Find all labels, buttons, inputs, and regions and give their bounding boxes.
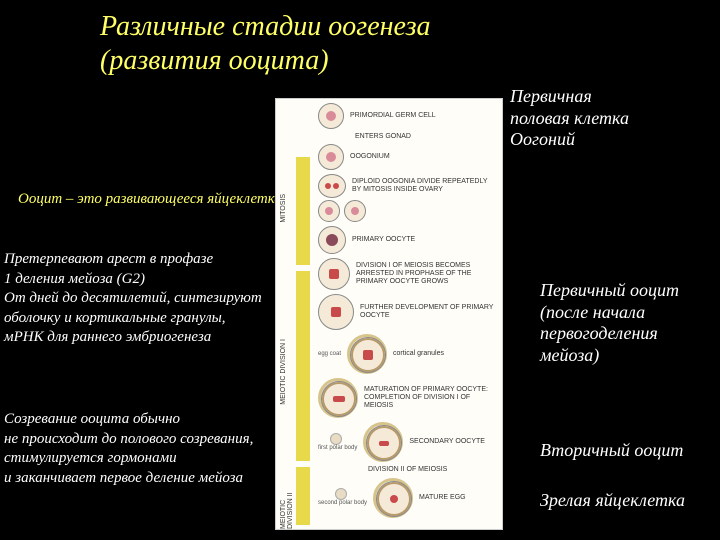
annotation-maturation: Созревание ооцита обычно не происходит д… [4,410,253,488]
page-title: Различные стадии оогенеза (развития ооци… [100,10,431,77]
cell-secondary [363,422,403,462]
nucleus-icon [390,495,398,503]
l1: Претерпевают арест в профазе [4,251,213,267]
row-dividing: DIPLOID OOGONIA DIVIDE REPEATEDLY BY MIT… [318,174,498,198]
band-mitosis-label: MITOSIS [280,194,287,223]
l3: От дней до десятилетий, синтезируют [4,290,262,306]
nucleus-icon [325,207,333,215]
lbl-secondpb: second polar body [318,500,367,507]
l5: мРНК для раннего эмбриогенеза [4,329,211,345]
lbl-further: FURTHER DEVELOPMENT OF PRIMARY OOCYTE [360,304,498,319]
row-growing: DIVISION I OF MEIOSIS BECOMES ARRESTED I… [318,258,498,290]
l1: Созревание ооцита обычно [4,411,180,427]
row-secondary: first polar body SECONDARY OOCYTE [318,422,498,462]
lbl-maturation: MATURATION OF PRIMARY OOCYTE: COMPLETION… [364,386,498,409]
label-secondary-oocyte: Вторичный ооцит [540,440,683,462]
lbl-oogonium: OOGONIUM [350,153,498,161]
lbl-div1: DIVISION I OF MEIOSIS BECOMES ARRESTED I… [356,262,498,285]
cell-mature [373,478,413,518]
cell-maturation [318,378,358,418]
first-polar-body: first polar body [318,433,357,452]
lbl-eggcoat: egg coat [318,351,341,358]
l2: не происходит до полового созревания, [4,431,253,447]
lbl-mature: MATURE EGG [419,494,498,502]
label-line2: половая клетка [510,108,629,128]
label-primary-oocyte: Первичный ооцит (после начала первогодел… [540,280,679,366]
lbl-eggcoat-side: egg coat [318,351,341,358]
nucleus-icon [326,152,336,162]
l4: мейоза) [540,345,599,365]
nucleus-icon [325,183,331,189]
polar-body-icon [335,488,347,500]
l4: и заканчивает первое деление мейоза [4,470,243,486]
title-line2: (развития ооцита) [100,45,329,76]
lbl-enters: ENTERS GONAD [268,133,498,140]
l4: оболочку и кортикальные гранулы, [4,310,226,326]
spindle-icon [333,396,345,402]
cell-oogonium [318,144,344,170]
l1: Первичный ооцит [540,280,679,300]
l3: стимулируется гормонами [4,450,177,466]
lbl-primary: PRIMARY OOCYTE [352,236,498,244]
cell-primary [318,226,346,254]
band-meiotic1-label: MEIOTIC DIVISION I [280,339,287,405]
nucleus-icon [351,207,359,215]
label-primordial-cell: Первичная половая клетка Оогоний [510,86,629,151]
band-meiotic2 [296,467,310,525]
lbl-secondary: SECONDARY OOCYTE [409,438,498,446]
label-mature-egg: Зрелая яйцеклетка [540,490,685,512]
cell-pgc [318,103,344,129]
spindle-icon [379,441,389,446]
cell-inner [350,337,386,373]
cell-dividing [318,174,346,198]
cell-inner [376,481,412,517]
nucleus-icon [363,350,373,360]
lbl-cortical: cortical granules [393,350,498,358]
cell-further [318,294,354,330]
title-line1: Различные стадии оогенеза [100,11,431,42]
row-mature: second polar body MATURE EGG [318,478,498,518]
row-pgc: PRIMORDIAL GERM CELL [318,103,498,129]
nucleus-icon [326,234,338,246]
lbl-pgc: PRIMORDIAL GERM CELL [350,112,498,120]
cell-inner [321,381,357,417]
second-polar-body: second polar body [318,488,367,507]
polar-body-icon [330,433,342,445]
row-two-daughters [318,200,498,222]
cell-column: PRIMORDIAL GERM CELL ENTERS GONAD OOGONI… [318,103,498,525]
band-meiotic1 [296,271,310,461]
cell-daughter [318,200,340,222]
label-line3: Оогоний [510,129,575,149]
row-further: FURTHER DEVELOPMENT OF PRIMARY OOCYTE [318,294,498,330]
oocyte-definition: Ооцит – это развивающееся яйцеклетка [18,190,282,210]
l2: 1 деления мейоза (G2) [4,271,145,287]
nucleus-icon [333,183,339,189]
l3: первогоделения [540,323,658,343]
annotation-arrest-prophase: Претерпевают арест в профазе 1 деления м… [4,250,262,348]
band-meiotic2-label: MEIOTIC DIVISION II [280,474,294,529]
nucleus-icon [326,111,336,121]
cell-daughter [344,200,366,222]
row-maturation: MATURATION OF PRIMARY OOCYTE: COMPLETION… [318,378,498,418]
row-oogonium: OOGONIUM [318,144,498,170]
lbl-div2: DIVISION II OF MEIOSIS [368,466,498,474]
row-eggcoat: egg coat cortical granules [318,334,498,374]
row-primary: PRIMARY OOCYTE [318,226,498,254]
nucleus-icon [331,307,341,317]
band-mitosis [296,157,310,265]
oogenesis-diagram: MITOSIS MEIOTIC DIVISION I MEIOTIC DIVIS… [275,98,503,530]
nucleus-icon [329,269,339,279]
lbl-diploid: DIPLOID OOGONIA DIVIDE REPEATEDLY BY MIT… [352,178,498,193]
label-line1: Первичная [510,86,592,106]
l2: (после начала [540,302,645,322]
cell-with-coat [347,334,387,374]
lbl-firstpb: first polar body [318,445,357,452]
cell-growing [318,258,350,290]
